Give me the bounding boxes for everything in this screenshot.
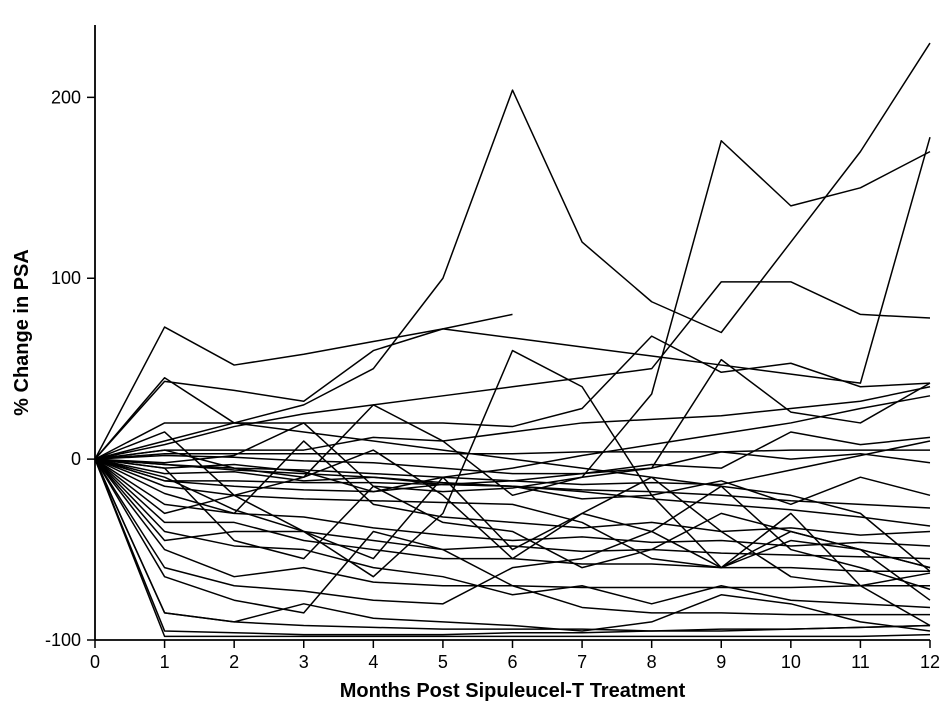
chart-svg: 0123456789101112-1000100200Months Post S…	[0, 0, 950, 715]
x-tick-label: 5	[438, 652, 448, 672]
series-line	[95, 459, 930, 526]
x-tick-label: 8	[647, 652, 657, 672]
x-tick-label: 11	[851, 652, 870, 672]
series-line	[95, 336, 930, 459]
series-line	[95, 459, 930, 571]
series-line	[95, 137, 930, 459]
x-tick-label: 0	[90, 652, 100, 672]
series-line	[95, 441, 930, 484]
x-axis-label: Months Post Sipuleucel-T Treatment	[340, 680, 686, 702]
x-tick-label: 7	[577, 652, 587, 672]
x-tick-label: 6	[507, 652, 517, 672]
x-tick-label: 10	[781, 652, 801, 672]
x-tick-label: 3	[299, 652, 309, 672]
series-line	[95, 396, 930, 492]
x-tick-label: 1	[160, 652, 170, 672]
x-tick-label: 12	[920, 652, 940, 672]
y-tick-label: 0	[71, 449, 81, 469]
series-line	[95, 141, 930, 496]
psa-change-chart: 0123456789101112-1000100200Months Post S…	[0, 0, 950, 715]
y-tick-label: -100	[45, 630, 81, 650]
x-tick-label: 9	[716, 652, 726, 672]
y-axis-label: % Change in PSA	[11, 249, 33, 416]
y-tick-label: 200	[51, 87, 81, 107]
x-tick-label: 2	[229, 652, 239, 672]
series-line	[95, 459, 930, 568]
series-line	[95, 43, 930, 459]
x-tick-label: 4	[368, 652, 378, 672]
y-tick-label: 100	[51, 268, 81, 288]
